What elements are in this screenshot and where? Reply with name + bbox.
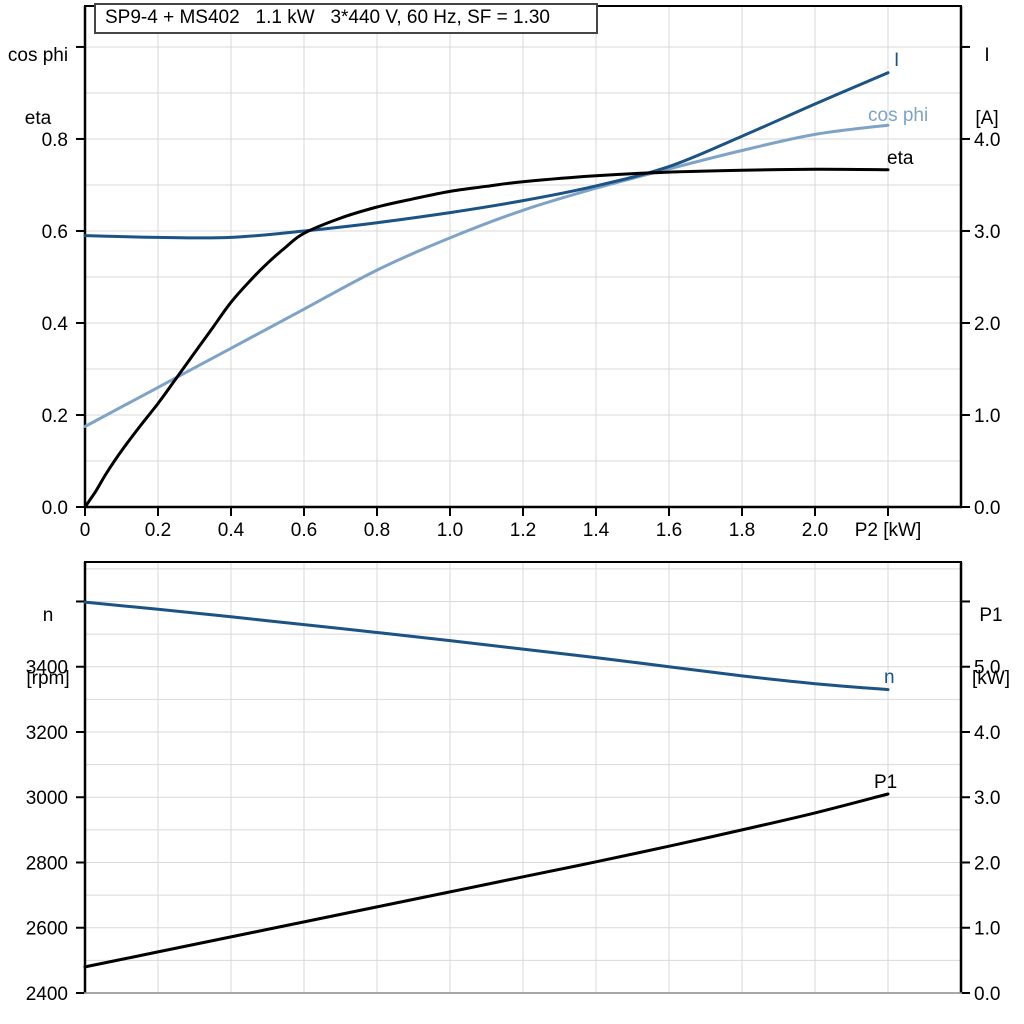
bottom-right-axis-title: P1 [kW] bbox=[960, 563, 1022, 731]
curve-label-I: I bbox=[894, 50, 899, 71]
axis-title-line: I bbox=[984, 45, 990, 66]
right-tick-label: 4.0 bbox=[974, 130, 1000, 151]
curve-label-eta: eta bbox=[887, 148, 914, 169]
x-tick-label: 1.0 bbox=[437, 520, 463, 541]
curve-cos-phi bbox=[83, 123, 890, 428]
left-tick-label: 3400 bbox=[26, 658, 68, 679]
x-tick-label: 1.4 bbox=[583, 520, 610, 541]
x-tick-label: 2.0 bbox=[802, 520, 828, 541]
axis-title-line: cos phi bbox=[7, 45, 69, 66]
left-tick-label: 0.0 bbox=[42, 498, 68, 519]
right-tick-label: 2.0 bbox=[974, 853, 1000, 874]
axis-title-line: [rpm] bbox=[26, 668, 70, 689]
bottom-left-axis-title: n [rpm] bbox=[10, 563, 86, 731]
x-tick-label: 1.6 bbox=[656, 520, 682, 541]
left-tick-label: 3000 bbox=[26, 788, 68, 809]
right-tick-label: 1.0 bbox=[974, 919, 1000, 940]
x-tick-label: 0.6 bbox=[291, 520, 317, 541]
x-tick-label: 0 bbox=[80, 520, 91, 541]
axis-title-line: [A] bbox=[975, 108, 999, 129]
curve-n bbox=[83, 600, 890, 692]
right-tick-label: 3.0 bbox=[974, 788, 1000, 809]
right-tick-label: 5.0 bbox=[974, 658, 1000, 679]
x-tick-label: 1.8 bbox=[729, 520, 755, 541]
left-tick-label: 2400 bbox=[26, 984, 68, 1005]
axis-title-line: eta bbox=[24, 108, 52, 129]
x-tick-label: 0.8 bbox=[364, 520, 390, 541]
left-tick-label: 0.8 bbox=[42, 130, 68, 151]
x-tick-label: 1.2 bbox=[510, 520, 536, 541]
left-tick-label: 2800 bbox=[26, 853, 68, 874]
right-tick-label: 0.0 bbox=[974, 984, 1000, 1005]
curve-label-P1: P1 bbox=[874, 772, 897, 793]
axis-title-line: P1 bbox=[979, 605, 1003, 626]
right-tick-label: 0.0 bbox=[974, 498, 1000, 519]
right-tick-label: 1.0 bbox=[974, 406, 1000, 427]
axis-title-line: n bbox=[42, 605, 54, 626]
top-left-axis-title: cos phi eta bbox=[2, 3, 74, 171]
x-tick-label: 0.2 bbox=[145, 520, 171, 541]
right-tick-label: 3.0 bbox=[974, 222, 1000, 243]
left-tick-label: 0.6 bbox=[42, 222, 68, 243]
left-tick-label: 3200 bbox=[26, 723, 68, 744]
left-tick-label: 2600 bbox=[26, 919, 68, 940]
left-tick-label: 0.2 bbox=[42, 406, 68, 427]
curve-eta bbox=[83, 167, 890, 509]
right-tick-label: 4.0 bbox=[974, 723, 1000, 744]
x-tick-label: P2 [kW] bbox=[855, 520, 922, 541]
x-tick-label: 0.4 bbox=[218, 520, 245, 541]
axis-title-line: [kW] bbox=[972, 668, 1010, 689]
right-tick-label: 2.0 bbox=[974, 314, 1000, 335]
curve-P1 bbox=[83, 792, 890, 969]
curve-label-cos-phi: cos phi bbox=[868, 105, 928, 126]
chart-title-box: SP9-4 + MS402 1.1 kW 3*440 V, 60 Hz, SF … bbox=[94, 3, 598, 34]
left-tick-label: 0.4 bbox=[42, 314, 69, 335]
top-right-axis-title: I [A] bbox=[958, 3, 1016, 171]
curve-I bbox=[83, 71, 890, 240]
curve-label-n: n bbox=[884, 667, 895, 688]
